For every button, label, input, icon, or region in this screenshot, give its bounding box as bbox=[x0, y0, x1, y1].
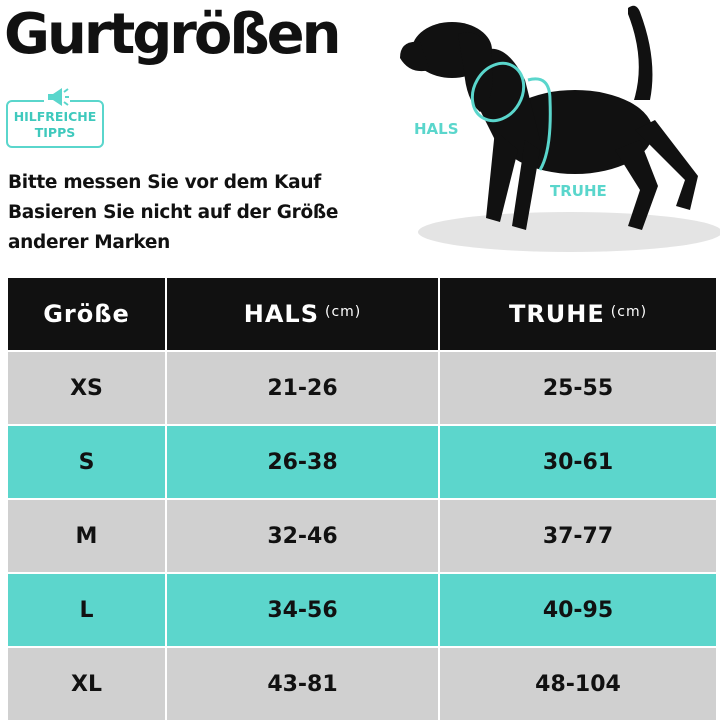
badge-line: TIPPS bbox=[34, 125, 76, 140]
table-body: XS 21-26 25-55 S 26-38 30-61 M 32-46 37-77 L 34-56… bbox=[8, 352, 716, 720]
table-row: S 26-38 30-61 bbox=[8, 426, 716, 498]
table-cell: XS bbox=[8, 352, 165, 424]
table-cell: 32-46 bbox=[167, 500, 438, 572]
column-unit: (cm) bbox=[324, 304, 362, 320]
table-cell: S bbox=[8, 426, 165, 498]
tip-line: Bitte messen Sie vor dem Kauf bbox=[8, 172, 321, 193]
table-cell: L bbox=[8, 574, 165, 646]
column-header: Größe bbox=[8, 278, 165, 350]
column-header: TRUHE (cm) bbox=[440, 278, 716, 350]
tip-line: Basieren Sie nicht auf der Größe bbox=[8, 202, 339, 223]
chest-label: TRUHE bbox=[550, 182, 607, 200]
badge-line: HILFREICHE bbox=[13, 109, 97, 124]
table-cell: 34-56 bbox=[167, 574, 438, 646]
table-cell: 25-55 bbox=[440, 352, 716, 424]
title: Gurtgrößen bbox=[4, 2, 342, 67]
tip-line: anderer Marken bbox=[8, 232, 171, 253]
megaphone-icon bbox=[44, 86, 70, 108]
table-cell: 48-104 bbox=[440, 648, 716, 720]
column-label: TRUHE bbox=[508, 300, 605, 328]
table-row: XL 43-81 48-104 bbox=[8, 648, 716, 720]
dog-illustration: HALS TRUHE bbox=[400, 5, 720, 252]
table-row: L 34-56 40-95 bbox=[8, 574, 716, 646]
table-cell: XL bbox=[8, 648, 165, 720]
neck-label: HALS bbox=[414, 120, 459, 138]
straps bbox=[470, 61, 552, 171]
table-row: XS 21-26 25-55 bbox=[8, 352, 716, 424]
table-cell: 40-95 bbox=[440, 574, 716, 646]
shadow bbox=[418, 212, 720, 252]
table-cell: 21-26 bbox=[167, 352, 438, 424]
table-cell: 26-38 bbox=[167, 426, 438, 498]
table-cell: 37-77 bbox=[440, 500, 716, 572]
size-table: Größe HALS (cm) TRUHE (cm) XS 21-26 25-55 S 26-3… bbox=[6, 276, 718, 722]
table-cell: 43-81 bbox=[167, 648, 438, 720]
dog bbox=[400, 5, 698, 230]
column-label: HALS bbox=[243, 300, 319, 328]
table-cell: M bbox=[8, 500, 165, 572]
column-unit: (cm) bbox=[610, 304, 648, 320]
header-row: Größe HALS (cm) TRUHE (cm) bbox=[8, 278, 716, 350]
table-cell: 30-61 bbox=[440, 426, 716, 498]
tips: Bitte messen Sie vor dem Kauf Basieren S… bbox=[8, 168, 338, 258]
badge: HILFREICHE TIPPS bbox=[6, 86, 104, 148]
table-row: M 32-46 37-77 bbox=[8, 500, 716, 572]
column-label: Größe bbox=[43, 300, 130, 328]
column-header: HALS (cm) bbox=[167, 278, 438, 350]
